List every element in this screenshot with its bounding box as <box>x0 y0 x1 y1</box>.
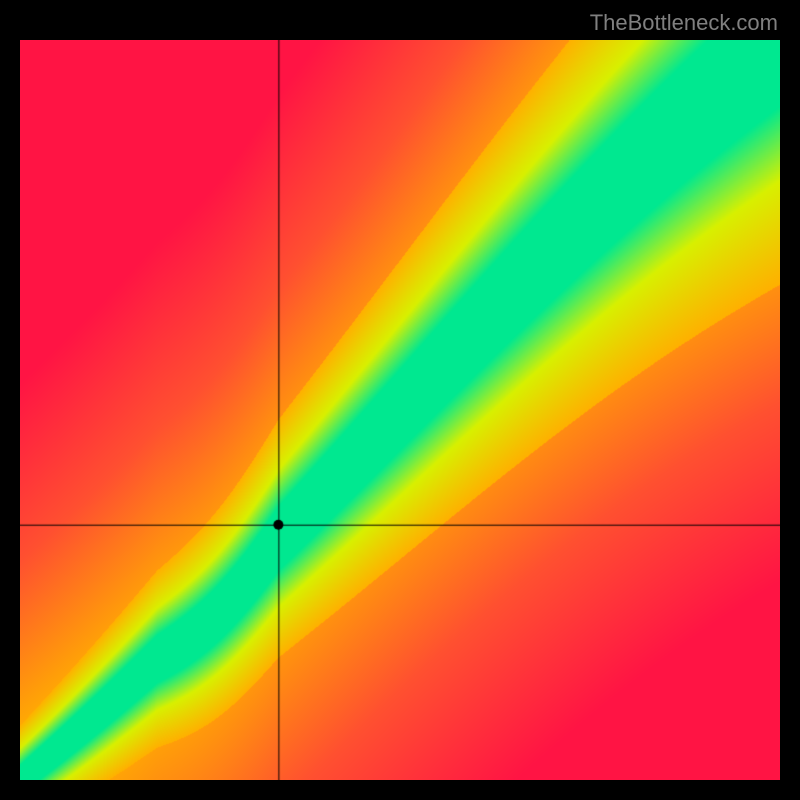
heatmap-canvas <box>20 40 780 780</box>
watermark-text: TheBottleneck.com <box>590 10 778 36</box>
chart-container: TheBottleneck.com <box>0 0 800 800</box>
heatmap-plot <box>20 40 780 780</box>
